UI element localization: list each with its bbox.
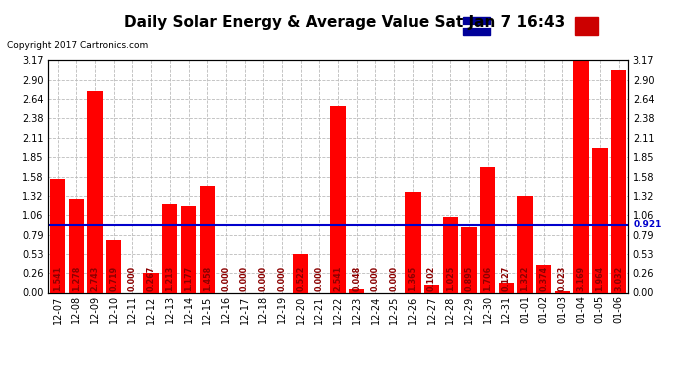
Text: 0.048: 0.048	[353, 266, 362, 291]
Text: 1.541: 1.541	[53, 266, 62, 291]
Text: 0.000: 0.000	[259, 266, 268, 291]
Text: Daily Solar Energy & Average Value Sat Jan 7 16:43: Daily Solar Energy & Average Value Sat J…	[124, 15, 566, 30]
Bar	[424, 285, 440, 292]
Text: 1.964: 1.964	[595, 266, 604, 291]
Text: 1.177: 1.177	[184, 266, 193, 291]
Text: 0.522: 0.522	[296, 266, 305, 291]
Text: 0.000: 0.000	[277, 266, 286, 291]
Bar	[349, 289, 364, 292]
Bar	[181, 206, 196, 292]
Text: 1.213: 1.213	[166, 266, 175, 291]
Bar	[592, 148, 607, 292]
Text: Copyright 2017 Cartronics.com: Copyright 2017 Cartronics.com	[7, 41, 148, 50]
Text: 1.278: 1.278	[72, 266, 81, 291]
Text: 0.895: 0.895	[464, 266, 473, 291]
Bar	[442, 217, 458, 292]
Text: 1.025: 1.025	[446, 266, 455, 291]
Text: 3.032: 3.032	[614, 266, 623, 291]
Bar	[573, 60, 589, 292]
Text: 0.000: 0.000	[315, 266, 324, 291]
Text: 2.743: 2.743	[90, 266, 99, 291]
Bar	[462, 227, 477, 292]
Bar	[518, 195, 533, 292]
Bar	[88, 92, 103, 292]
Text: 2.541: 2.541	[333, 266, 343, 291]
Text: 0.719: 0.719	[109, 266, 118, 291]
Bar	[162, 204, 177, 292]
Bar	[575, 17, 598, 36]
Bar	[69, 199, 84, 292]
Bar	[480, 167, 495, 292]
Text: 0.000: 0.000	[390, 266, 399, 291]
Text: 0.023: 0.023	[558, 266, 567, 291]
Bar	[405, 192, 420, 292]
Text: 0.000: 0.000	[371, 266, 380, 291]
Bar	[106, 240, 121, 292]
Text: 0.000: 0.000	[128, 266, 137, 291]
Bar	[331, 106, 346, 292]
Text: 3.169: 3.169	[577, 266, 586, 291]
Bar	[464, 17, 490, 36]
Text: 0.127: 0.127	[502, 266, 511, 291]
Text: 1.322: 1.322	[520, 266, 529, 291]
Text: 1.706: 1.706	[483, 266, 492, 291]
Bar	[536, 265, 551, 292]
Text: 0.374: 0.374	[540, 266, 549, 291]
Text: 0.267: 0.267	[147, 266, 156, 291]
Text: 1.458: 1.458	[203, 266, 212, 291]
Text: Average  ($): Average ($)	[495, 22, 558, 31]
Text: 0.000: 0.000	[221, 266, 230, 291]
Text: Daily   ($): Daily ($)	[602, 22, 652, 31]
Bar	[499, 283, 514, 292]
Text: 1.365: 1.365	[408, 266, 417, 291]
Text: 0.102: 0.102	[427, 266, 436, 291]
Bar	[144, 273, 159, 292]
Text: 0.000: 0.000	[240, 266, 249, 291]
Bar	[611, 70, 627, 292]
Bar	[555, 291, 570, 292]
Bar	[199, 186, 215, 292]
Bar	[293, 254, 308, 292]
Bar	[50, 180, 66, 292]
Text: 0.921: 0.921	[633, 220, 662, 230]
